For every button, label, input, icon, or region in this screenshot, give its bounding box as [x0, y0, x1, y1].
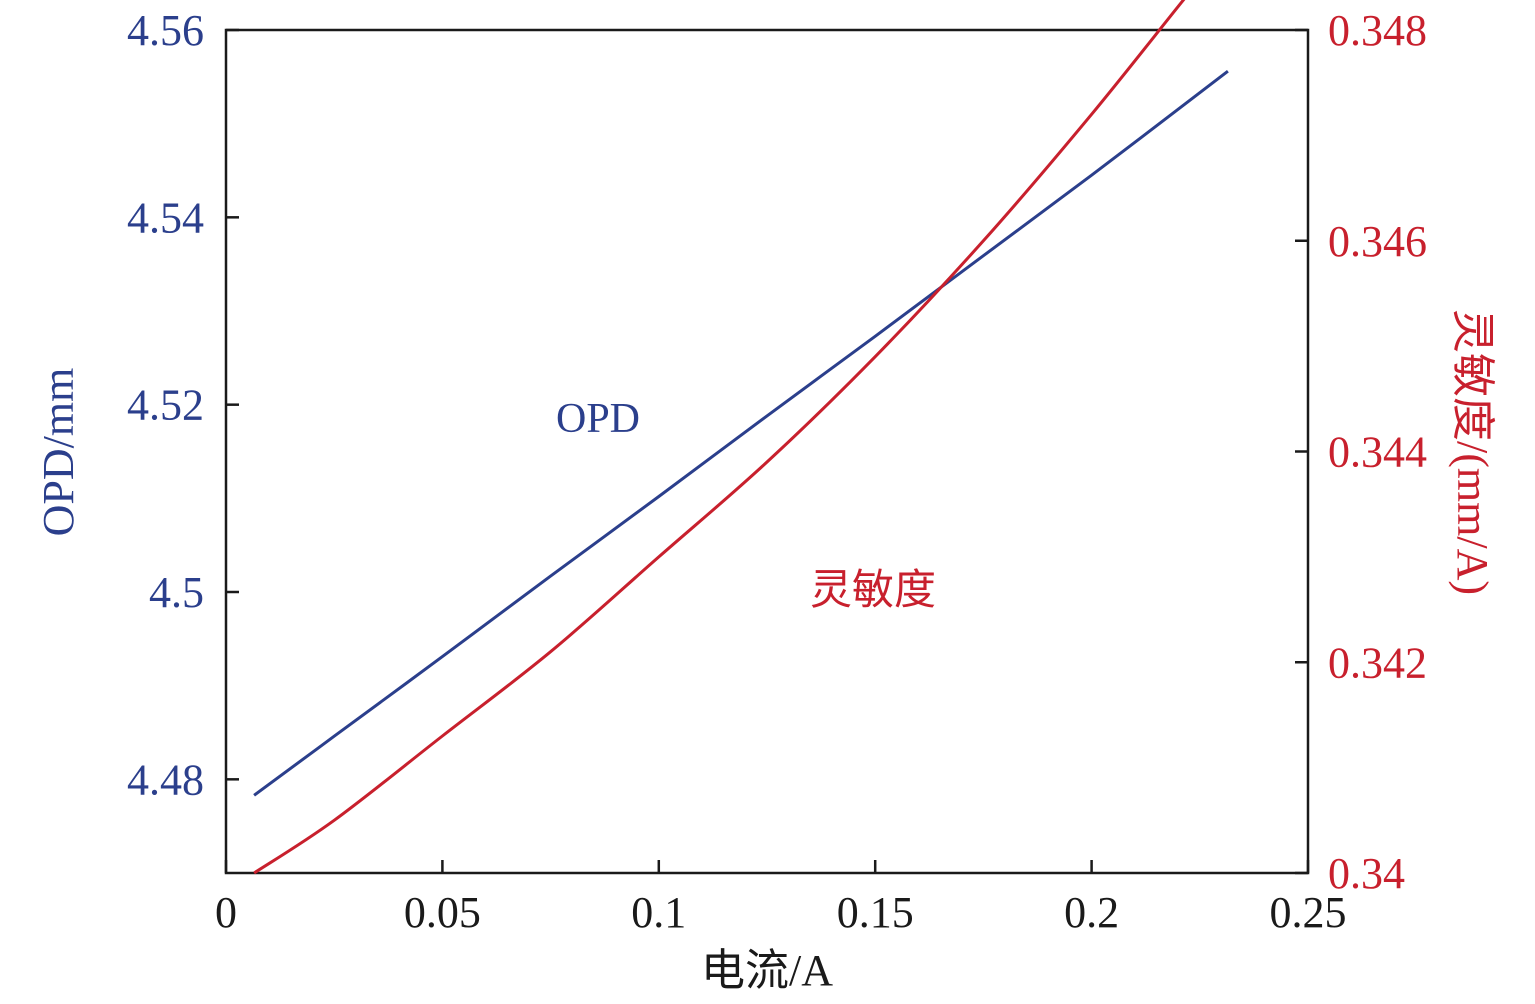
left-y-tick-label: 4.52	[127, 381, 204, 430]
right-y-tick-label: 0.342	[1328, 638, 1427, 687]
left-y-tick-label: 4.56	[127, 6, 204, 55]
left-y-tick-label: 4.54	[127, 193, 204, 242]
x-tick-label: 0.05	[404, 888, 481, 937]
x-axis-title: 电流/A	[701, 946, 833, 995]
x-tick-label: 0.2	[1064, 888, 1119, 937]
x-axis: 0 0.05 0.1 0.15 0.2 0.25	[215, 860, 1347, 937]
opd-series-line	[253, 70, 1229, 797]
opd-series-label: OPD	[556, 396, 640, 442]
x-tick-label: 0.15	[837, 888, 914, 937]
right-y-tick-label: 0.344	[1328, 428, 1427, 477]
left-y-tick-label: 4.48	[127, 755, 204, 804]
sensitivity-series-line	[253, 0, 1186, 875]
x-tick-label: 0.25	[1270, 888, 1347, 937]
left-y-axis-title: OPD/mm	[34, 368, 83, 537]
sensitivity-series-label: 灵敏度	[810, 568, 936, 614]
right-y-axis-title: 灵敏度/(mm/A)	[1448, 309, 1497, 595]
x-tick-label: 0	[215, 888, 237, 937]
right-y-tick-label: 0.348	[1328, 6, 1427, 55]
left-y-tick-label: 4.5	[149, 568, 204, 617]
x-tick-label: 0.1	[631, 888, 686, 937]
series-layer	[253, 0, 1229, 875]
plot-frame	[224, 28, 1310, 875]
right-y-axis: 0.34 0.342 0.344 0.346 0.348	[1295, 6, 1427, 898]
right-y-tick-label: 0.346	[1328, 217, 1427, 266]
left-y-axis: 4.48 4.5 4.52 4.54 4.56	[127, 6, 239, 804]
right-y-tick-label: 0.34	[1328, 849, 1405, 898]
